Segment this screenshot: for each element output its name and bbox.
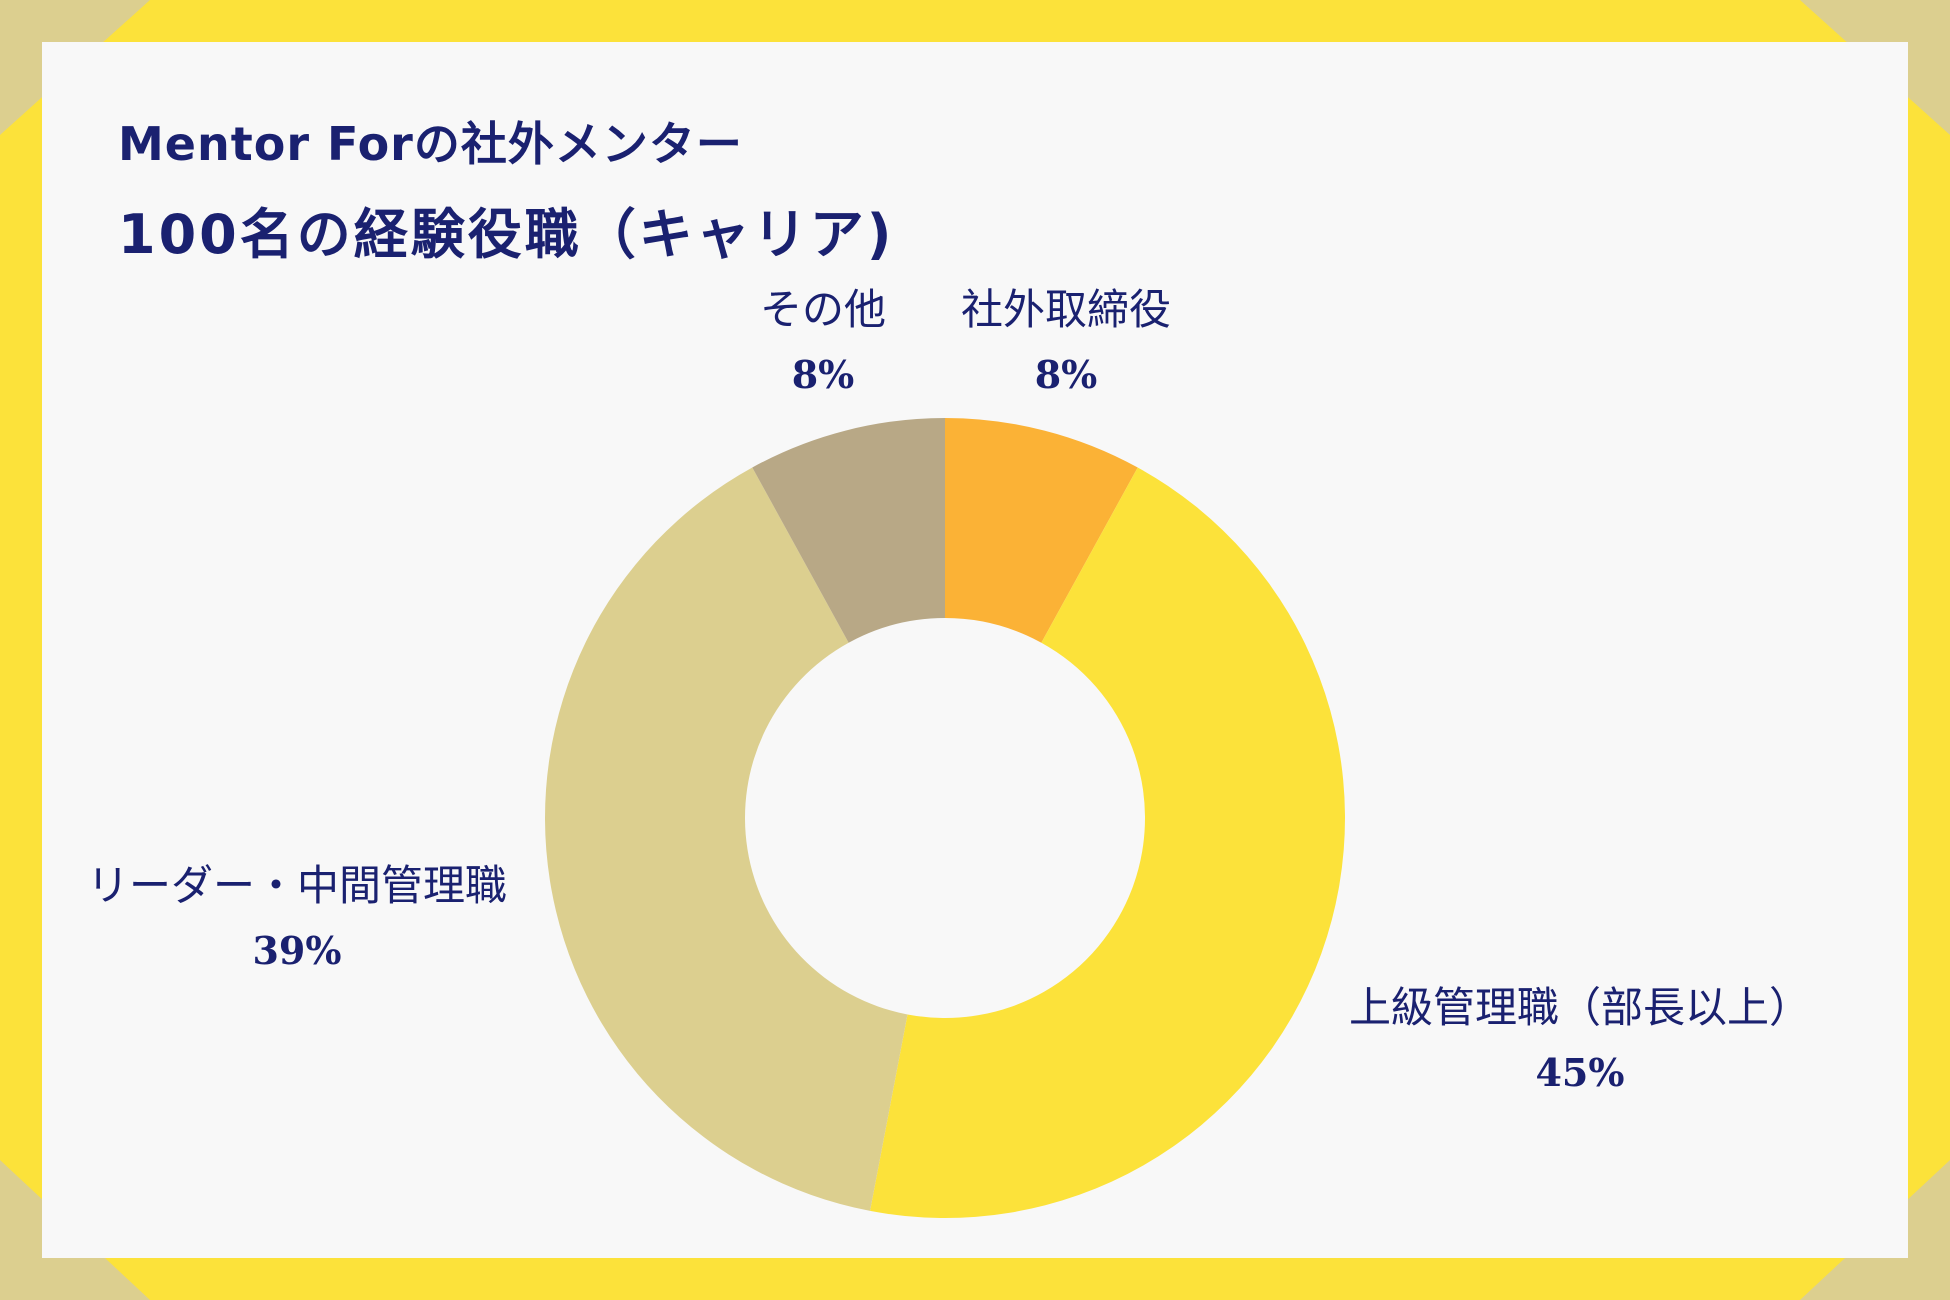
slice-senior-manager <box>870 467 1345 1219</box>
label-other-name: その他 <box>759 285 887 334</box>
label-outside-director: 社外取締役 8% <box>961 284 1171 400</box>
label-other: その他 8% <box>760 284 886 400</box>
label-other-pct: 8% <box>791 352 855 397</box>
label-senior-manager: 上級管理職（部長以上） 45% <box>1349 982 1811 1098</box>
label-outside-director-pct: 8% <box>1034 352 1098 397</box>
slice-leader-middle-manager <box>545 467 908 1211</box>
label-leader-middle-manager-name: リーダー・中間管理職 <box>86 861 508 910</box>
label-outside-director-name: 社外取締役 <box>960 285 1172 334</box>
label-senior-manager-pct: 45% <box>1535 1050 1625 1095</box>
label-leader-middle-manager: リーダー・中間管理職 39% <box>87 860 507 976</box>
chart-title-line1: Mentor Forの社外メンター <box>118 117 743 171</box>
chart-title-line2: 100名の経験役職（キャリア) <box>118 203 895 266</box>
slice-outside-director <box>945 418 1138 643</box>
label-senior-manager-name: 上級管理職（部長以上） <box>1348 983 1812 1032</box>
label-leader-middle-manager-pct: 39% <box>252 928 342 973</box>
slice-other <box>752 418 945 643</box>
